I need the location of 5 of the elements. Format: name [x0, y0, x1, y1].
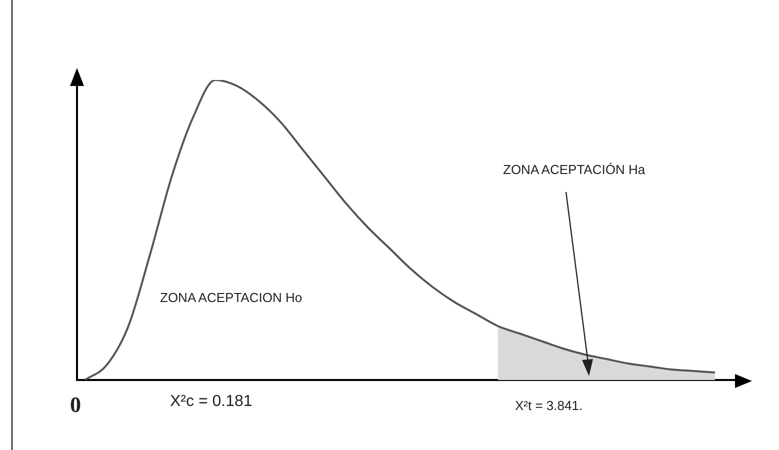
text: 0 — [70, 392, 81, 418]
text: X²t = 3.841. — [515, 398, 583, 413]
annotation: ZONA ACEPTACIÓN Ha — [503, 162, 646, 177]
text: X²c = 0.181 — [170, 393, 252, 411]
annotation: ZONA ACEPTACION Ho — [160, 290, 302, 305]
